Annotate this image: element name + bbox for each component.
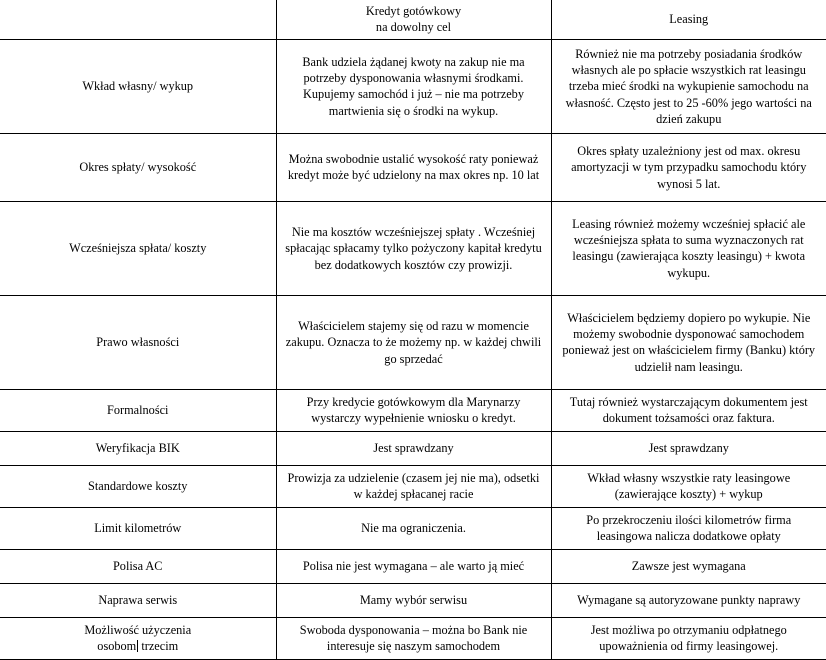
header-credit-line-2: na dowolny cel (375, 20, 452, 35)
header-cell-leasing: Leasing (551, 0, 826, 41)
header-row: Kredyt gotówkowy na dowolny cel Leasing (0, 0, 826, 41)
credit-cell: Jest sprawdzany (275, 431, 552, 467)
table-row: Standardowe koszty Prowizja za udzieleni… (0, 465, 826, 509)
credit-cell: Nie ma ograniczenia. (275, 507, 552, 551)
leasing-cell: Okres spłaty uzależniony jest od max. ok… (551, 133, 826, 203)
credit-cell: Nie ma kosztów wcześniejszej spłaty . Wc… (275, 201, 552, 297)
leasing-cell: Również nie ma potrzeby posiadania środk… (551, 39, 826, 135)
credit-cell: Bank udziela żądanej kwoty na zakup nie … (275, 39, 552, 135)
feature-cell: Formalności (0, 389, 276, 433)
feature-cell: Limit kilometrów (0, 507, 276, 551)
leasing-cell: Wkład własny wszystkie raty leasingowe (… (551, 465, 826, 509)
feature-line-1: Możliwość użyczenia (84, 623, 192, 638)
feature-cell: Weryfikacja BIK (0, 431, 276, 467)
table-row: Naprawa serwis Mamy wybór serwisu Wymaga… (0, 583, 826, 619)
credit-cell: Prowizja za udzielenie (czasem jej nie m… (275, 465, 552, 509)
table-row: Limit kilometrów Nie ma ograniczenia. Po… (0, 507, 826, 551)
leasing-cell: Tutaj również wystarczającym dokumentem … (551, 389, 826, 433)
feature-cell: Prawo własności (0, 295, 276, 391)
table-row: Okres spłaty/ wysokość Można swobodnie u… (0, 133, 826, 203)
leasing-cell: Jest możliwa po otrzymaniu odpłatnego up… (551, 617, 826, 660)
credit-cell: Można swobodnie ustalić wysokość raty po… (275, 133, 552, 203)
table-row: Prawo własności Właścicielem stajemy się… (0, 295, 826, 391)
table-row: Weryfikacja BIK Jest sprawdzany Jest spr… (0, 431, 826, 467)
feature-line-2-part-a: osobom (97, 639, 137, 654)
feature-cell: Wkład własny/ wykup (0, 39, 276, 135)
credit-cell: Przy kredycie gotówkowym dla Marynarzy w… (275, 389, 552, 433)
feature-cell: Naprawa serwis (0, 583, 276, 619)
header-credit-line-1: Kredyt gotówkowy (365, 4, 462, 18)
leasing-cell: Zawsze jest wymagana (551, 549, 826, 585)
table-header: Kredyt gotówkowy na dowolny cel Leasing (0, 0, 826, 41)
feature-cell: Polisa AC (0, 549, 276, 585)
header-cell-feature (0, 0, 276, 40)
credit-cell: Swoboda dysponowania – można bo Bank nie… (275, 617, 552, 660)
leasing-cell: Wymagane są autoryzowane punkty naprawy (551, 583, 826, 619)
credit-cell: Właścicielem stajemy się od razu w momen… (275, 295, 552, 391)
credit-cell: Polisa nie jest wymagana – ale warto ją … (275, 549, 552, 585)
feature-cell: Standardowe koszty (0, 465, 276, 509)
feature-cell-with-cursor[interactable]: Możliwość użyczenia osobom trzecim (0, 617, 276, 660)
table-row: Formalności Przy kredycie gotówkowym dla… (0, 389, 826, 433)
table-body: Wkład własny/ wykup Bank udziela żądanej… (0, 39, 826, 660)
table-row: Możliwość użyczenia osobom trzecim Swobo… (0, 617, 826, 660)
feature-cell: Wcześniejsza spłata/ koszty (0, 201, 276, 297)
credit-cell: Mamy wybór serwisu (275, 583, 552, 619)
leasing-cell: Jest sprawdzany (551, 431, 826, 467)
table-row: Polisa AC Polisa nie jest wymagana – ale… (0, 549, 826, 585)
feature-line-2: osobom trzecim (6, 638, 270, 654)
leasing-cell: Po przekroczeniu ilości kilometrów firma… (551, 507, 826, 551)
table-row: Wkład własny/ wykup Bank udziela żądanej… (0, 39, 826, 135)
feature-cell: Okres spłaty/ wysokość (0, 133, 276, 203)
leasing-cell: Właścicielem będziemy dopiero po wykupie… (551, 295, 826, 391)
table-row: Wcześniejsza spłata/ koszty Nie ma koszt… (0, 201, 826, 297)
header-cell-credit: Kredyt gotówkowy na dowolny cel (275, 0, 552, 41)
feature-line-2-part-b: trzecim (138, 639, 179, 654)
leasing-cell: Leasing również możemy wcześniej spłacić… (551, 201, 826, 297)
